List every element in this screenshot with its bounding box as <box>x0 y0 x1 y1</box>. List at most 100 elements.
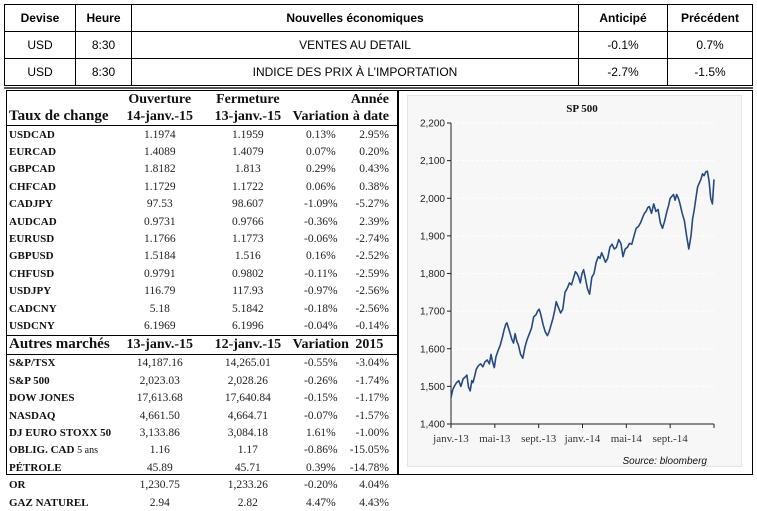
fx-row: CHFUSD 0.9791 0.9802 -0.11% -2.59% <box>7 265 397 282</box>
fx-pair: CADCNY <box>9 302 57 315</box>
fx-open: 0.9791 <box>143 267 176 280</box>
market-value-a: 2.94 <box>149 496 170 509</box>
fx-col3: Variation <box>291 108 350 126</box>
market-name-text: S&P/TSX <box>9 357 56 370</box>
market-row: PÉTROLE 45.89 45.71 0.39% -14.78% <box>7 459 397 476</box>
fx-ytd: -2.56% <box>355 285 389 298</box>
market-ytd: -1.57% <box>355 409 389 422</box>
fx-open: 1.1729 <box>143 180 176 193</box>
fx-pair: GBPUSD <box>9 250 54 263</box>
market-name: GAZ NATUREL <box>7 494 116 511</box>
fx-ytd: 0.20% <box>359 146 389 159</box>
market-variation: -0.15% <box>304 392 338 405</box>
fx-col2: 13-janv.-15 <box>203 108 292 126</box>
fx-title: Taux de change <box>7 108 116 126</box>
market-row: GAZ NATUREL 2.94 2.82 4.47% 4.43% <box>7 494 397 511</box>
fx-ytd: -2.59% <box>355 267 389 280</box>
market-value-b: 17,640.84 <box>224 392 271 405</box>
markets-header-row: Autres marchés 13-janv.-15 12-janv.-15 Vari… <box>7 334 397 355</box>
news-devise: USD <box>4 58 76 86</box>
market-ytd: -3.04% <box>355 357 389 370</box>
fx-variation: -0.06% <box>304 233 338 246</box>
fx-open: 1.5184 <box>143 250 176 263</box>
fx-variation: -0.11% <box>304 267 338 280</box>
market-value-a: 1.16 <box>149 444 170 457</box>
fx-variation: 0.06% <box>305 180 336 193</box>
news-precedent: 0.7% <box>667 31 753 59</box>
fx-ytd: -5.27% <box>355 198 389 211</box>
fx-close: 98.607 <box>232 198 264 211</box>
market-row: DJ EURO STOXX 50 3,133.86 3,084.18 1.61% -1.… <box>7 424 397 441</box>
market-name-text: S&P 500 <box>9 374 50 387</box>
fx-row: USDCAD 1.1974 1.1959 0.13% 2.95% <box>7 126 397 144</box>
fx-close: 1.813 <box>234 163 261 176</box>
markets-title: Autres marchés <box>7 334 116 355</box>
fx-close: 0.9802 <box>232 267 264 280</box>
fx-pair: USDJPY <box>9 285 52 298</box>
fx-pair: GBPCAD <box>9 163 56 176</box>
header-nouvelles: Nouvelles économiques <box>131 4 579 32</box>
market-row: NASDAQ 4,661.50 4,664.71 -0.07% -1.57% <box>7 407 397 424</box>
market-value-b: 1.17 <box>237 444 258 457</box>
market-variation: -0.86% <box>304 444 338 457</box>
fx-pair: EURUSD <box>9 233 55 246</box>
fx-ytd: -2.56% <box>355 302 389 315</box>
fx-pair: USDCAD <box>9 128 55 141</box>
news-header-row: Devise Heure Nouvelles économiques Antic… <box>4 4 753 32</box>
market-ytd: -1.17% <box>355 392 389 405</box>
market-variation: -0.20% <box>304 479 338 492</box>
market-variation: -0.07% <box>304 409 338 422</box>
fx-pair: AUDCAD <box>9 215 57 228</box>
market-name-text: GAZ NATUREL <box>9 496 89 509</box>
market-value-a: 3,133.86 <box>139 426 180 439</box>
market-value-b: 1,233.26 <box>227 479 268 492</box>
fx-variation: -1.09% <box>304 198 338 211</box>
fx-close: 1.1959 <box>232 128 264 141</box>
market-name-text: OR <box>9 479 26 492</box>
fx-close: 0.9766 <box>232 215 264 228</box>
market-ytd: 4.04% <box>359 479 389 492</box>
market-variation: 4.47% <box>305 496 336 509</box>
fx-close: 117.93 <box>232 285 264 298</box>
fx-close: 1.1722 <box>232 180 264 193</box>
news-precedent: -1.5% <box>667 58 753 86</box>
market-name-text: PÉTROLE <box>9 461 62 474</box>
market-name: DJ EURO STOXX 50 <box>7 424 116 441</box>
fx-open: 1.8182 <box>143 163 176 176</box>
market-name: PÉTROLE <box>7 459 116 476</box>
market-value-a: 14,187.16 <box>136 357 183 370</box>
fx-variation: -0.04% <box>304 319 338 332</box>
fx-variation: 0.29% <box>305 163 336 176</box>
market-value-b: 2.82 <box>237 496 258 509</box>
chart-plot-background <box>407 95 742 467</box>
fx-pair: CHFCAD <box>9 180 57 193</box>
market-value-a: 2,023.03 <box>139 374 180 387</box>
fx-ytd: 2.39% <box>359 215 389 228</box>
market-row: DOW JONES 17,613.68 17,640.84 -0.15% -1.17% <box>7 389 397 406</box>
market-value-a: 17,613.68 <box>136 392 183 405</box>
fx-open: 6.1969 <box>143 319 176 332</box>
market-row: OR 1,230.75 1,233.26 -0.20% 4.04% <box>7 476 397 493</box>
fx-row: USDJPY 116.79 117.93 -0.97% -2.56% <box>7 283 397 300</box>
market-name: NASDAQ <box>7 407 116 424</box>
fx-open: 0.9731 <box>143 215 176 228</box>
market-row: S&P 500 2,023.03 2,028.26 -0.26% -1.74% <box>7 372 397 389</box>
market-value-a: 45.89 <box>146 461 173 474</box>
market-name-text: OBLIG. CAD <box>9 444 75 457</box>
fx-variation: -0.97% <box>304 285 338 298</box>
market-name: S&P/TSX <box>7 354 116 372</box>
market-row: S&P/TSX 14,187.16 14,265.01 -0.55% -3.04% <box>7 354 397 372</box>
header-devise: Devise <box>4 4 76 32</box>
fx-row: EURCAD 1.4089 1.4079 0.07% 0.20% <box>7 143 397 160</box>
market-value-a: 1,230.75 <box>139 479 180 492</box>
news-anticipe: -0.1% <box>578 31 668 59</box>
fx-variation: -0.18% <box>304 302 338 315</box>
fx-ytd: -0.14% <box>355 319 389 332</box>
fx-col2-top: Fermeture <box>216 91 280 107</box>
market-row: OBLIG. CAD 5 ans 1.16 1.17 -0.86% -15.05% <box>7 442 397 459</box>
market-ytd: -1.00% <box>355 426 389 439</box>
fx-col4-top: Année <box>350 91 389 107</box>
market-table-panel: Ouverture Fermeture Année Taux de change… <box>6 90 398 509</box>
header-heure: Heure <box>75 4 132 32</box>
fx-row: CADCNY 5.18 5.1842 -0.18% -2.56% <box>7 300 397 317</box>
